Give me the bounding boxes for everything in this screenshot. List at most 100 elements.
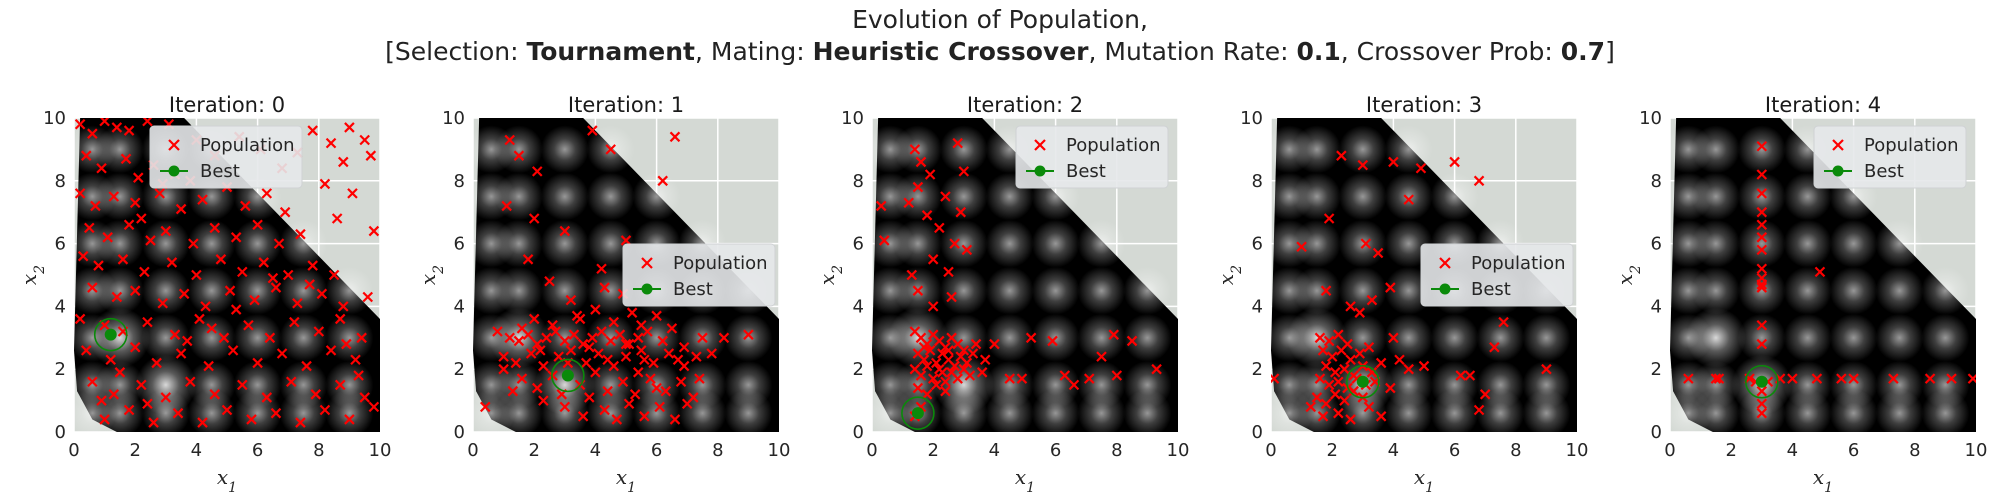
objective-peak bbox=[279, 360, 328, 409]
x-tick-label: 8 bbox=[1111, 440, 1122, 461]
objective-peak bbox=[494, 172, 543, 221]
objective-peak bbox=[1691, 266, 1740, 315]
population-point bbox=[940, 376, 951, 388]
population-point bbox=[918, 341, 930, 353]
population-point bbox=[347, 188, 358, 199]
population-point bbox=[1271, 373, 1280, 384]
objective-peak bbox=[985, 219, 1034, 268]
population-point bbox=[584, 341, 595, 353]
population-point bbox=[538, 395, 549, 406]
population-point bbox=[1096, 351, 1107, 362]
objective-peak bbox=[1476, 313, 1525, 362]
population-point bbox=[691, 351, 702, 362]
population-point bbox=[918, 354, 930, 366]
population-point bbox=[338, 156, 349, 168]
objective-peak bbox=[1783, 313, 1832, 362]
objective-peak bbox=[95, 266, 144, 315]
legend-population-marker bbox=[1034, 139, 1046, 151]
legend-best-marker bbox=[168, 165, 180, 177]
population-point bbox=[706, 348, 717, 359]
objective-peak bbox=[1737, 219, 1786, 268]
population-point bbox=[96, 395, 107, 406]
population-point bbox=[310, 389, 322, 400]
objective-peak bbox=[724, 313, 773, 362]
legend-box bbox=[1813, 125, 1967, 189]
population-point bbox=[937, 367, 948, 378]
selection-value: Tournament bbox=[526, 37, 695, 66]
objective-peak bbox=[233, 219, 282, 268]
population-point bbox=[362, 291, 374, 303]
y-tick-label: 4 bbox=[853, 296, 864, 317]
population-point bbox=[166, 257, 178, 268]
objective-peak bbox=[187, 219, 236, 268]
objective-peak bbox=[893, 172, 942, 221]
population-series bbox=[1683, 140, 1976, 419]
population-point bbox=[123, 125, 135, 136]
objective-peak bbox=[1384, 360, 1433, 409]
population-point bbox=[1025, 332, 1037, 344]
population-point bbox=[669, 414, 681, 425]
population-point bbox=[1473, 175, 1485, 187]
population-point bbox=[1756, 385, 1768, 397]
population-point bbox=[930, 379, 942, 391]
subplot-title: Iteration: 3 bbox=[1366, 93, 1482, 117]
mating-label: , Mating: bbox=[694, 37, 813, 66]
y-tick-label: 10 bbox=[1240, 108, 1263, 129]
selection-label: Selection: bbox=[394, 37, 527, 66]
population-point bbox=[492, 326, 503, 337]
objective-peak bbox=[1829, 313, 1878, 362]
population-point bbox=[946, 291, 957, 303]
legend-best-label: Best bbox=[1066, 161, 1106, 182]
y-tick-label: 0 bbox=[1651, 422, 1662, 443]
crossover-value: 0.7 bbox=[1560, 37, 1606, 66]
population-point bbox=[1333, 407, 1344, 419]
objective-peak bbox=[893, 125, 942, 174]
population-point bbox=[565, 294, 577, 306]
x-tick-label: 4 bbox=[1787, 440, 1798, 461]
population-point bbox=[194, 313, 205, 325]
objective-peak bbox=[1430, 172, 1479, 221]
y-axis-label: x2 bbox=[416, 265, 447, 285]
population-point bbox=[87, 128, 98, 139]
x-axis-label: x1 bbox=[217, 465, 237, 496]
objective-peak bbox=[939, 172, 988, 221]
population-point bbox=[1888, 373, 1899, 384]
y-axis-label: x2 bbox=[1613, 265, 1644, 285]
population-point bbox=[341, 338, 352, 350]
legend-best-label: Best bbox=[1864, 161, 1904, 182]
population-point bbox=[243, 319, 254, 331]
legend-population-marker bbox=[641, 257, 653, 269]
population-point bbox=[516, 373, 528, 384]
y-tick-label: 0 bbox=[55, 422, 66, 443]
population-point bbox=[307, 125, 318, 136]
population-point bbox=[1059, 370, 1071, 381]
population-point bbox=[504, 134, 515, 146]
population-point bbox=[117, 254, 129, 265]
x-tick-label: 8 bbox=[1909, 440, 1920, 461]
population-point bbox=[1333, 329, 1344, 340]
legend-box bbox=[622, 243, 776, 307]
objective-peak bbox=[1875, 266, 1924, 315]
population-point bbox=[525, 348, 537, 359]
population-point bbox=[1756, 407, 1768, 419]
population-point bbox=[605, 144, 616, 155]
population-point bbox=[596, 326, 607, 337]
population-point bbox=[657, 335, 668, 347]
population-point bbox=[504, 332, 515, 344]
objective-peak bbox=[141, 219, 190, 268]
population-point bbox=[74, 119, 86, 130]
population-point bbox=[334, 313, 346, 325]
population-point bbox=[267, 272, 279, 284]
population-point bbox=[626, 307, 638, 318]
objective-peak bbox=[1077, 360, 1126, 409]
objective-peak bbox=[187, 360, 236, 409]
population-point bbox=[1848, 373, 1859, 384]
y-tick-label: 4 bbox=[55, 296, 66, 317]
population-point bbox=[1108, 329, 1120, 340]
y-tick-label: 6 bbox=[1252, 234, 1263, 255]
population-point bbox=[313, 326, 325, 337]
population-point bbox=[1339, 395, 1350, 406]
population-point bbox=[924, 345, 936, 356]
population-point bbox=[325, 345, 337, 356]
objective-peak bbox=[1875, 219, 1924, 268]
